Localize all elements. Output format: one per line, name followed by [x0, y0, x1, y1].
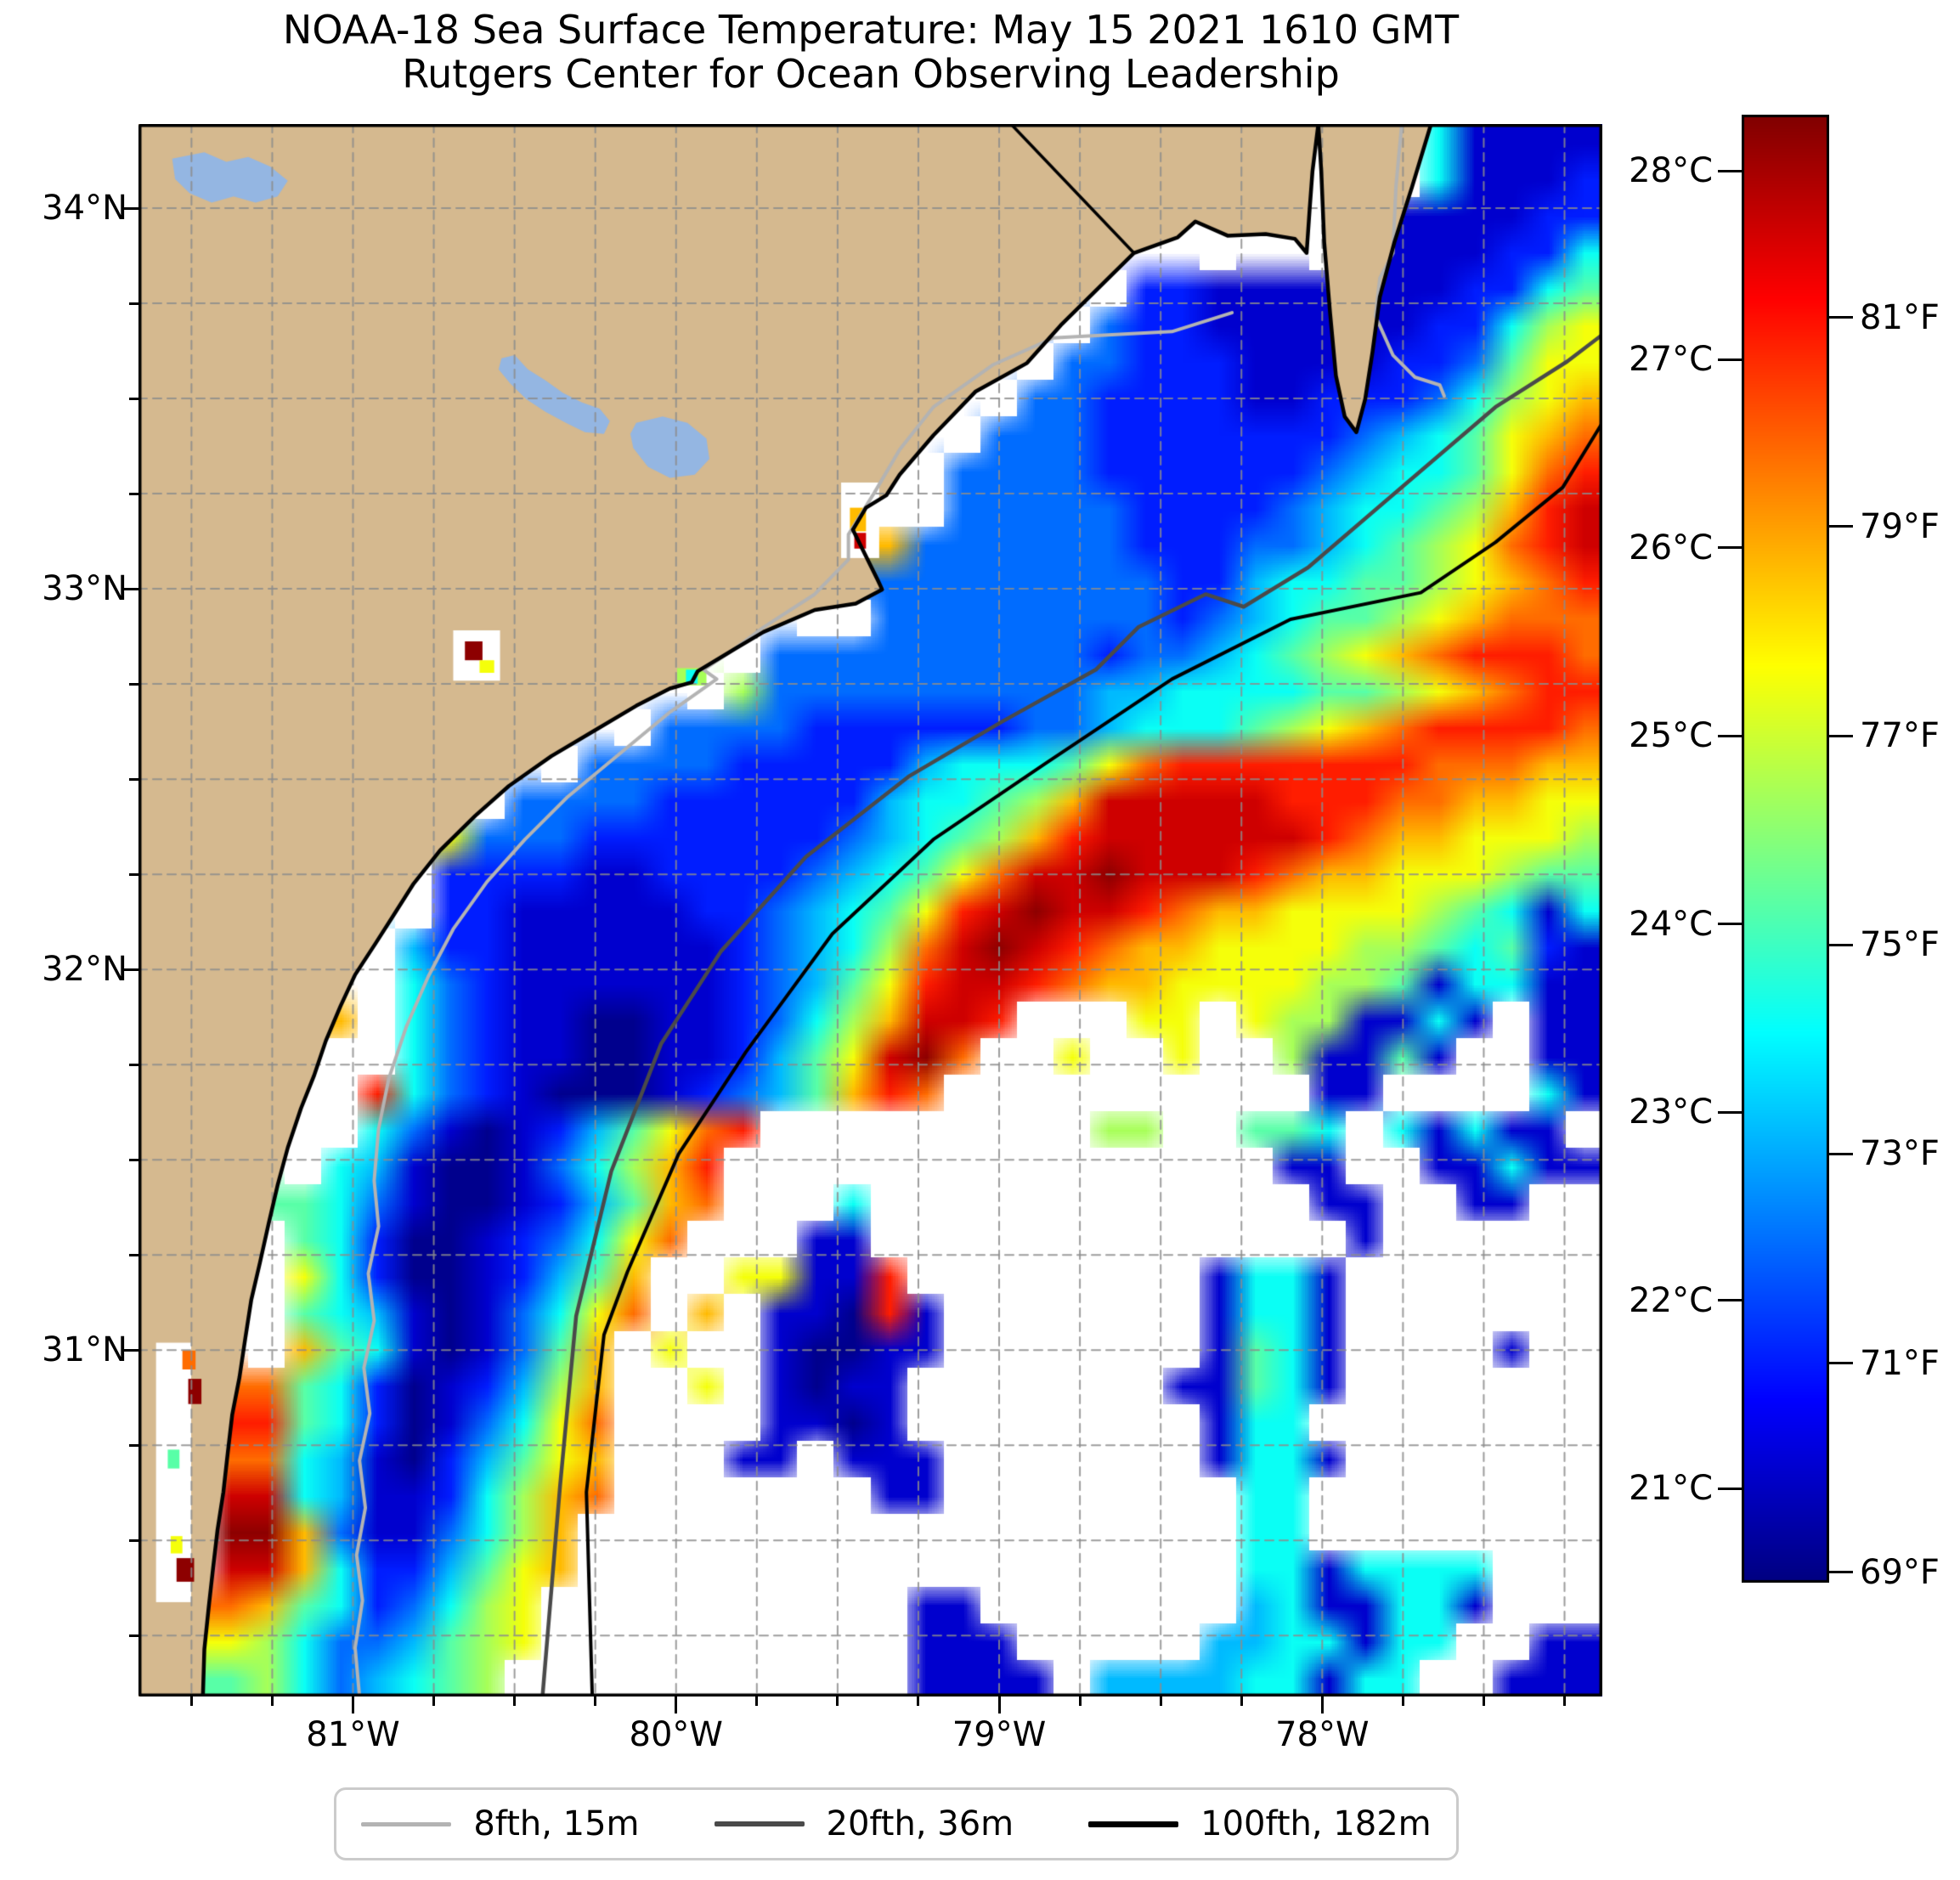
colorbar-c-tick — [1718, 1487, 1742, 1490]
lon-minor-tick — [1159, 1697, 1162, 1706]
colorbar-f-label: 77°F — [1860, 716, 1940, 756]
lat-minor-tick — [129, 1634, 138, 1637]
contour-line-swatch — [1088, 1821, 1179, 1827]
colorbar-c-tick — [1718, 169, 1742, 172]
colorbar-c-label: 26°C — [1629, 528, 1713, 567]
lat-minor-tick — [129, 682, 138, 686]
legend-item: 100fth, 182m — [1088, 1804, 1432, 1843]
lon-tick-label: 79°W — [952, 1715, 1047, 1754]
bathymetry-legend: 8fth, 15m 20fth, 36m 100fth, 182m — [334, 1787, 1459, 1860]
lon-minor-tick — [189, 1697, 193, 1706]
colorbar-f-label: 79°F — [1860, 506, 1940, 546]
lon-minor-tick — [1401, 1697, 1404, 1706]
colorbar-c-tick — [1718, 734, 1742, 737]
colorbar-f-tick — [1829, 943, 1853, 946]
lon-minor-tick — [1482, 1697, 1485, 1706]
lon-minor-tick — [755, 1697, 759, 1706]
colorbar-f-label: 71°F — [1860, 1343, 1940, 1383]
lat-major-tick — [121, 968, 138, 971]
lon-major-tick — [1320, 1697, 1324, 1713]
contour-line-swatch — [361, 1821, 452, 1826]
colorbar-c-label: 25°C — [1629, 716, 1713, 756]
lat-minor-tick — [129, 777, 138, 781]
lon-major-tick — [997, 1697, 1001, 1713]
lat-major-tick — [121, 587, 138, 590]
lon-minor-tick — [513, 1697, 517, 1706]
colorbar-c-label: 28°C — [1629, 151, 1713, 191]
lon-major-tick — [351, 1697, 354, 1713]
lat-minor-tick — [129, 1538, 138, 1542]
legend-label: 20fth, 36m — [826, 1804, 1014, 1843]
figure-subtitle: Rutgers Center for Ocean Observing Leade… — [402, 51, 1340, 97]
colorbar-c-label: 23°C — [1629, 1092, 1713, 1132]
lat-minor-tick — [129, 1253, 138, 1256]
lat-minor-tick — [129, 872, 138, 876]
lat-minor-tick — [129, 492, 138, 495]
colorbar-f-tick — [1829, 734, 1853, 737]
lon-minor-tick — [836, 1697, 839, 1706]
colorbar-f-label: 73°F — [1860, 1134, 1940, 1174]
colorbar-c-label: 24°C — [1629, 904, 1713, 944]
lon-minor-tick — [917, 1697, 920, 1706]
lon-minor-tick — [270, 1697, 274, 1706]
colorbar-c-tick — [1718, 546, 1742, 550]
lat-minor-tick — [129, 302, 138, 305]
lat-tick-label: 33°N — [42, 569, 127, 609]
colorbar-c-label: 21°C — [1629, 1469, 1713, 1509]
colorbar-c-tick — [1718, 358, 1742, 361]
colorbar-f-label: 69°F — [1860, 1552, 1940, 1592]
figure-title: NOAA-18 Sea Surface Temperature: May 15 … — [282, 7, 1460, 53]
legend-item: 20fth, 36m — [714, 1804, 1014, 1843]
lon-minor-tick — [432, 1697, 436, 1706]
lon-minor-tick — [594, 1697, 597, 1706]
colorbar-f-tick — [1829, 525, 1853, 528]
lat-major-tick — [121, 1348, 138, 1352]
lat-minor-tick — [129, 1443, 138, 1447]
colorbar-c-tick — [1718, 923, 1742, 926]
colorbar-c-tick — [1718, 1299, 1742, 1302]
colorbar-f-tick — [1829, 316, 1853, 319]
colorbar-f-tick — [1829, 1152, 1853, 1155]
lat-major-tick — [121, 206, 138, 210]
lat-tick-label: 32°N — [42, 950, 127, 990]
sst-map-canvas — [138, 124, 1602, 1697]
colorbar-f-tick — [1829, 1362, 1853, 1365]
lon-minor-tick — [1078, 1697, 1082, 1706]
lat-tick-label: 31°N — [42, 1330, 127, 1370]
colorbar-f-label: 75°F — [1860, 925, 1940, 965]
colorbar-c-tick — [1718, 1110, 1742, 1114]
contour-line-swatch — [714, 1821, 805, 1826]
lon-tick-label: 80°W — [629, 1715, 723, 1754]
lon-tick-label: 78°W — [1275, 1715, 1370, 1754]
colorbar-canvas — [1742, 115, 1829, 1583]
lon-tick-label: 81°W — [306, 1715, 400, 1754]
lat-tick-label: 34°N — [42, 189, 127, 229]
colorbar-c-label: 22°C — [1629, 1280, 1713, 1320]
legend-label: 8fth, 15m — [473, 1804, 640, 1843]
lat-minor-tick — [129, 1063, 138, 1066]
lat-minor-tick — [129, 1158, 138, 1161]
lat-minor-tick — [129, 397, 138, 400]
legend-label: 100fth, 182m — [1200, 1804, 1432, 1843]
colorbar-f-label: 81°F — [1860, 297, 1940, 337]
lon-minor-tick — [1240, 1697, 1243, 1706]
colorbar-f-tick — [1829, 1571, 1853, 1574]
lon-major-tick — [675, 1697, 678, 1713]
legend-item: 8fth, 15m — [361, 1804, 640, 1843]
colorbar-c-label: 27°C — [1629, 340, 1713, 379]
lon-minor-tick — [1563, 1697, 1566, 1706]
